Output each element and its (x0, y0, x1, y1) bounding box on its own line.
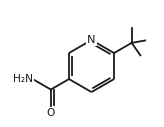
Text: N: N (87, 35, 96, 45)
Text: H₂N: H₂N (13, 74, 33, 84)
Text: O: O (47, 108, 55, 118)
